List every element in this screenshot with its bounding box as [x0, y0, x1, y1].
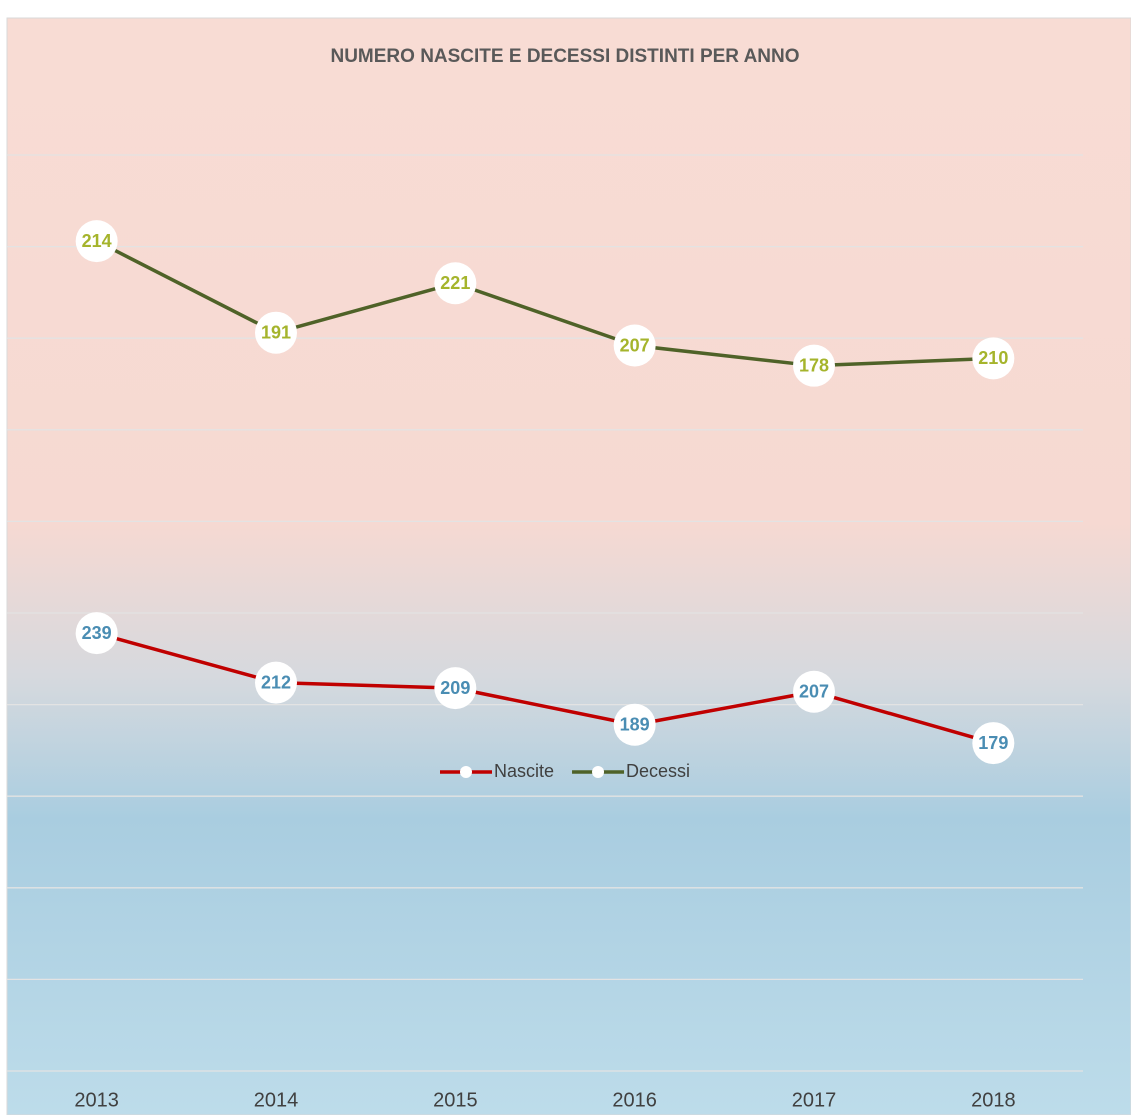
- data-label: 210: [978, 348, 1008, 368]
- marker: [613, 324, 656, 367]
- x-tick-label: 2018: [971, 1089, 1016, 1111]
- marker: [75, 220, 118, 263]
- x-tick-label: 2015: [433, 1089, 478, 1111]
- legend-marker: [592, 766, 605, 778]
- data-label: 212: [261, 672, 291, 692]
- marker: [972, 337, 1015, 380]
- marker: [75, 612, 118, 655]
- data-label: 191: [261, 322, 291, 342]
- x-tick-label: 2014: [254, 1089, 299, 1111]
- data-label: 214: [82, 231, 112, 251]
- data-label: 221: [440, 273, 470, 293]
- data-label: 179: [978, 733, 1008, 753]
- data-label: 209: [440, 678, 470, 698]
- marker: [793, 670, 835, 713]
- marker: [972, 722, 1015, 765]
- marker: [434, 667, 477, 710]
- data-label: 239: [82, 623, 112, 643]
- series-line: [96, 631, 994, 745]
- legend-marker: [460, 766, 472, 778]
- legend-label: Decessi: [626, 761, 690, 781]
- marker: [255, 311, 297, 354]
- series-line: [95, 239, 994, 368]
- chart-area: [6, 17, 1131, 1115]
- marker: [613, 703, 656, 746]
- marker: [255, 661, 297, 704]
- marker: [434, 262, 477, 305]
- x-tick-label: 2013: [74, 1089, 119, 1111]
- x-tick-label: 2017: [792, 1089, 837, 1111]
- marker: [793, 344, 835, 387]
- data-label: 207: [620, 335, 650, 355]
- data-label: 189: [620, 715, 650, 735]
- data-label: 178: [799, 355, 829, 375]
- legend-label: Nascite: [494, 761, 554, 781]
- x-tick-label: 2016: [612, 1089, 657, 1111]
- data-label: 207: [799, 682, 829, 702]
- chart-title: NUMERO NASCITE E DECESSI DISTINTI PER AN…: [330, 46, 799, 67]
